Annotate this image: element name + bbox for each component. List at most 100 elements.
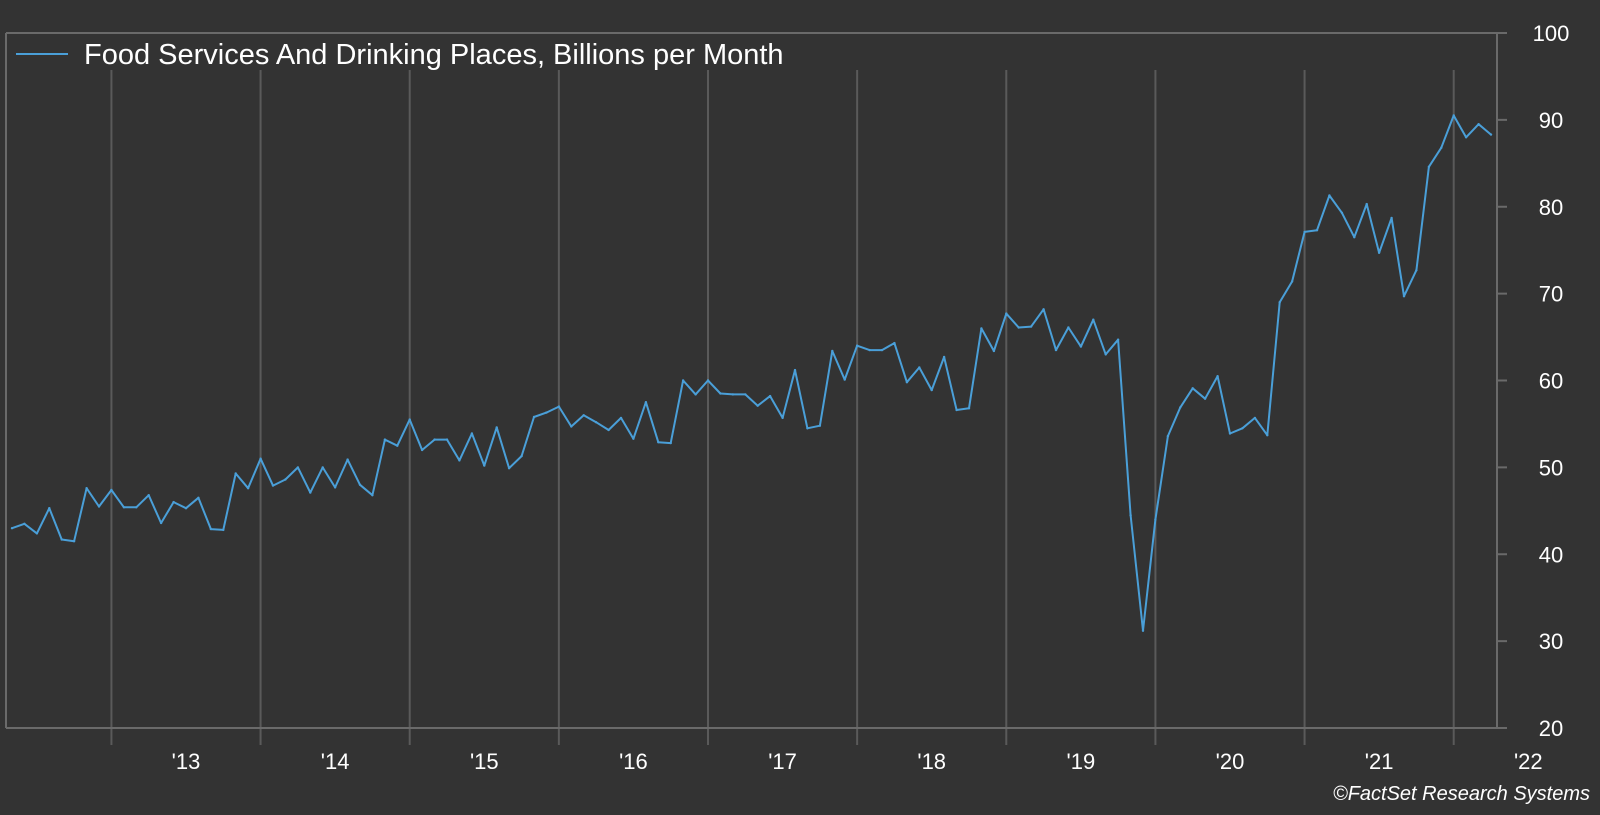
data-point <box>495 426 498 429</box>
data-point <box>1266 434 1269 437</box>
x-tick-label-2014: '14 <box>321 749 350 774</box>
data-point <box>1452 114 1455 117</box>
data-point <box>346 458 349 461</box>
data-point <box>333 486 337 489</box>
data-point <box>1092 318 1095 321</box>
data-point <box>1415 269 1418 272</box>
x-tick-label-2017: '17 <box>768 749 797 774</box>
legend: Food Services And Drinking Places, Billi… <box>16 39 784 71</box>
data-point <box>371 494 374 497</box>
data-point <box>980 327 983 330</box>
x-tick-label-2015: '15 <box>470 749 499 774</box>
data-point <box>880 348 884 352</box>
data-point <box>470 432 474 435</box>
data-point <box>383 438 387 441</box>
data-point <box>445 438 449 441</box>
data-point <box>632 437 635 440</box>
data-point <box>122 506 126 509</box>
data-point <box>1365 202 1368 206</box>
data-point <box>1079 345 1083 348</box>
data-point <box>1129 514 1132 517</box>
y-tick-label-50: 50 <box>1539 455 1563 480</box>
data-point <box>135 506 138 509</box>
data-point <box>1290 280 1294 283</box>
data-point <box>570 425 573 428</box>
data-point <box>408 418 411 421</box>
data-point <box>731 393 735 396</box>
data-point <box>1477 123 1480 126</box>
data-point <box>756 404 759 407</box>
data-point <box>184 507 188 510</box>
data-point <box>1328 194 1331 197</box>
data-point <box>271 484 275 487</box>
data-point <box>1017 326 1020 329</box>
credit-text: ©FactSet Research Systems <box>1333 783 1590 805</box>
data-point <box>458 459 461 462</box>
x-tick-label-2013: '13 <box>172 749 201 774</box>
data-point <box>1340 211 1344 214</box>
data-point <box>781 416 784 420</box>
data-point <box>1216 375 1219 378</box>
data-point <box>358 483 362 486</box>
data-point <box>657 441 660 444</box>
data-point <box>433 438 436 441</box>
y-tick-label-60: 60 <box>1539 369 1563 394</box>
data-point <box>85 487 88 490</box>
y-tick-label-90: 90 <box>1539 108 1563 133</box>
data-point <box>967 407 971 410</box>
data-point <box>483 464 486 467</box>
data-point <box>532 415 536 419</box>
x-axis-ticks: '13 '14 '15 '16 '17 '18 '19 '20 '21 '22 <box>172 749 1543 774</box>
data-point <box>893 341 896 345</box>
data-point <box>818 424 822 427</box>
x-tick-label-2020: '20 <box>1216 749 1245 774</box>
data-point <box>942 355 946 359</box>
series-points <box>10 114 1493 632</box>
data-point <box>918 366 921 369</box>
data-point <box>1377 251 1381 254</box>
data-point <box>557 405 561 408</box>
data-point <box>1427 165 1431 168</box>
data-point <box>222 528 225 532</box>
data-point <box>48 507 51 510</box>
data-point <box>296 466 300 469</box>
data-point <box>1303 230 1306 234</box>
data-point <box>1203 397 1207 400</box>
data-point <box>545 411 548 414</box>
vertical-grid-lines <box>110 70 1455 745</box>
data-point <box>793 368 797 372</box>
data-point <box>72 540 76 543</box>
data-point <box>619 416 623 420</box>
data-point <box>35 532 39 535</box>
data-point <box>831 349 834 353</box>
data-point <box>644 401 648 404</box>
y-tick-label-100: 100 <box>1533 21 1570 46</box>
data-point <box>744 393 747 396</box>
data-point <box>992 349 996 353</box>
data-point <box>259 457 262 460</box>
data-point <box>420 448 424 452</box>
data-point <box>1464 136 1468 139</box>
data-point <box>1489 133 1493 136</box>
data-point <box>1253 416 1257 420</box>
data-point <box>246 487 250 490</box>
data-point <box>1141 629 1145 632</box>
data-point <box>768 394 772 398</box>
x-tick-label-2016: '16 <box>619 749 648 774</box>
data-point <box>1402 295 1406 298</box>
data-point <box>507 467 511 470</box>
data-point <box>23 522 26 525</box>
data-point <box>1154 518 1157 521</box>
data-point <box>669 441 672 445</box>
data-point <box>10 527 14 530</box>
data-point <box>955 408 958 412</box>
data-point <box>321 466 324 469</box>
data-point <box>582 414 585 417</box>
data-point <box>1315 229 1319 232</box>
y-tick-label-20: 20 <box>1539 716 1563 741</box>
data-point <box>284 478 287 481</box>
x-tick-label-2021: '21 <box>1365 749 1394 774</box>
data-point <box>1067 326 1070 329</box>
data-point <box>234 472 237 475</box>
data-point <box>396 444 399 447</box>
